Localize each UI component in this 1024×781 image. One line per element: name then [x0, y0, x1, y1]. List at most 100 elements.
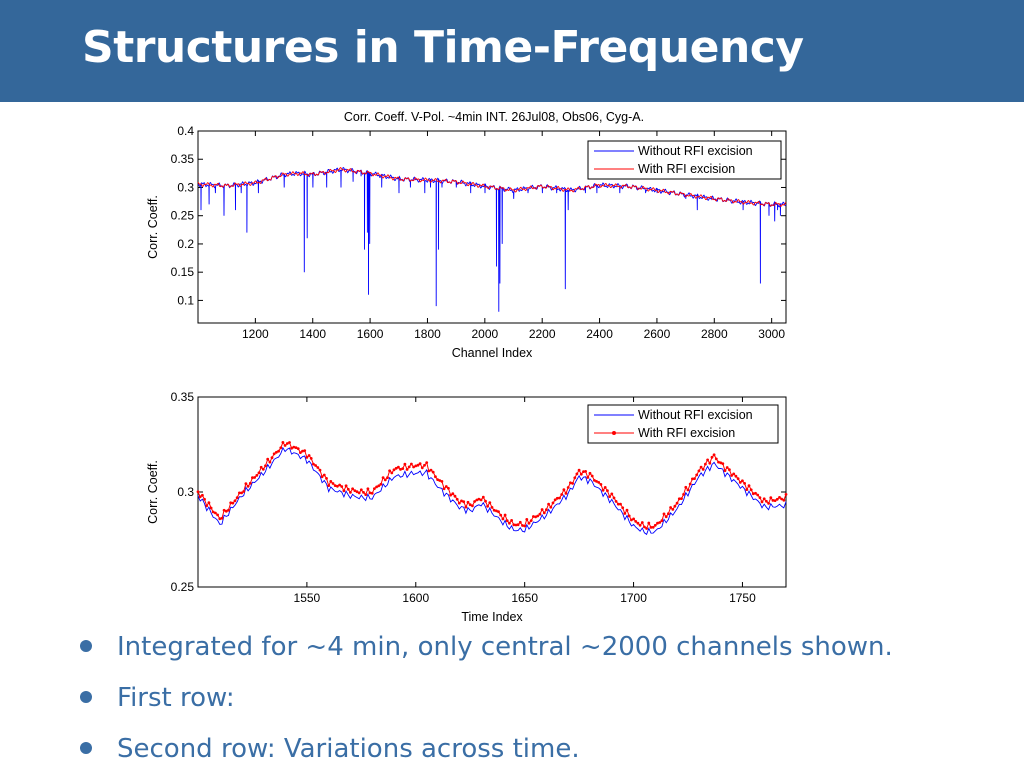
series-with-rfi-excision-marker: [734, 474, 738, 478]
series-with-rfi-excision-marker: [743, 482, 746, 485]
series-with-rfi-excision-marker: [677, 497, 681, 501]
series-with-rfi-excision-marker: [510, 519, 513, 522]
series-with-rfi-excision-marker: [301, 449, 304, 453]
series-with-rfi-excision-marker: [290, 446, 293, 450]
title-bar: Structures in Time-Frequency: [0, 0, 1024, 102]
series-with-rfi-excision-marker: [253, 476, 256, 479]
series-with-rfi-excision-marker: [588, 471, 592, 475]
y-axis-label: Corr. Coeff.: [146, 460, 160, 524]
series-with-rfi-excision-marker: [769, 496, 773, 500]
series-with-rfi-excision-marker: [279, 446, 283, 450]
series-with-rfi-excision-marker: [632, 517, 635, 521]
series-with-rfi-excision-marker: [224, 509, 228, 513]
legend-box: [587, 404, 779, 444]
series-with-rfi-excision-marker: [771, 499, 775, 502]
series-with-rfi-excision-marker: [564, 492, 568, 495]
series-with-rfi-excision-marker: [333, 484, 337, 487]
series-with-rfi-excision-marker: [338, 483, 341, 487]
x-tick-label: 1200: [242, 327, 269, 341]
series-with-rfi-excision-marker: [582, 470, 585, 473]
series-with-rfi-excision-marker: [251, 476, 254, 480]
bullet-text: Second row: Variations across time.: [117, 734, 580, 764]
series-with-rfi-excision-marker: [375, 485, 378, 489]
series-with-rfi-excision-marker: [784, 493, 788, 496]
series-with-rfi-excision-marker: [645, 527, 648, 530]
series-with-rfi-excision-marker: [473, 500, 476, 503]
series-with-rfi-excision-marker: [381, 476, 385, 479]
series-with-rfi-excision-marker: [625, 508, 629, 512]
series-with-rfi-excision-marker: [595, 480, 598, 483]
series-with-rfi-excision-marker: [292, 445, 296, 449]
series-with-rfi-excision-marker: [527, 521, 531, 525]
series-with-rfi-excision-marker: [296, 447, 300, 450]
series-with-rfi-excision-marker: [359, 488, 363, 492]
series-with-rfi-excision-marker: [288, 441, 291, 444]
series-with-rfi-excision-marker: [555, 496, 559, 500]
series-with-rfi-excision-marker: [205, 504, 209, 508]
series-with-rfi-excision-marker: [584, 470, 587, 473]
series-with-rfi-excision-marker: [499, 513, 503, 517]
series-with-rfi-excision-marker: [721, 462, 725, 465]
series-with-rfi-excision-marker: [270, 456, 274, 460]
series-with-rfi-excision-marker: [388, 469, 391, 473]
y-axis-label: Corr. Coeff.: [146, 195, 160, 259]
series-with-rfi-excision-marker: [540, 508, 544, 511]
series-with-rfi-excision-marker: [394, 466, 398, 470]
series-with-rfi-excision-marker: [658, 521, 662, 524]
series-with-rfi-excision-marker: [577, 468, 581, 472]
series-with-rfi-excision-marker: [211, 510, 215, 514]
series-with-rfi-excision-marker: [558, 496, 561, 500]
series-with-rfi-excision-marker: [730, 474, 733, 477]
series-with-rfi-excision-marker: [534, 515, 537, 519]
bullet-text: First row:: [117, 683, 235, 713]
series-with-rfi-excision-marker: [612, 496, 616, 500]
series-with-rfi-excision-marker: [235, 496, 239, 499]
series-with-rfi-excision-marker: [695, 473, 699, 477]
series-with-rfi-excision-marker: [481, 495, 485, 499]
series-with-rfi-excision-marker: [571, 482, 574, 485]
series-with-rfi-excision-marker: [717, 460, 720, 464]
series-with-rfi-excision-marker: [701, 468, 705, 471]
series-with-rfi-excision-marker: [691, 477, 694, 481]
x-tick-label: 2200: [529, 327, 556, 341]
series-with-rfi-excision-marker: [773, 499, 777, 502]
bullet-item: Second row: Variations across time.: [78, 730, 893, 781]
series-with-rfi-excision-marker: [599, 483, 603, 486]
series-with-rfi-excision-marker: [449, 493, 452, 497]
series-with-rfi-excision-marker: [207, 501, 211, 505]
series-with-rfi-excision-marker: [272, 452, 276, 456]
series-with-rfi-excision-marker: [560, 493, 564, 496]
x-tick-label: 1600: [357, 327, 384, 341]
series-with-rfi-excision-marker: [603, 486, 607, 489]
series-with-rfi-excision-marker: [259, 465, 263, 469]
series-with-rfi-excision-marker: [636, 521, 640, 525]
series-with-rfi-excision-marker: [754, 491, 757, 495]
y-tick-label: 0.4: [177, 124, 194, 138]
series-with-rfi-excision-marker: [431, 470, 435, 474]
series-with-rfi-excision-marker: [357, 491, 361, 495]
series-with-rfi-excision-marker: [477, 497, 481, 501]
series-with-rfi-excision-marker: [455, 497, 459, 501]
series-with-rfi-excision-marker: [266, 457, 270, 461]
series-with-rfi-excision-marker: [444, 485, 448, 488]
series-with-rfi-excision-marker: [242, 490, 246, 493]
bullet-dot-icon: [80, 640, 92, 652]
series-with-rfi-excision-marker: [379, 482, 383, 486]
series-with-rfi-excision-marker: [662, 512, 666, 516]
series-with-rfi-excision-marker: [569, 481, 572, 485]
series-with-rfi-excision-marker: [590, 474, 594, 478]
bullet-list: Integrated for ~4 min, only central ~200…: [78, 628, 893, 781]
series-with-rfi-excision-marker: [322, 473, 326, 477]
series-with-rfi-excision-marker: [505, 519, 509, 523]
series-with-rfi-excision-marker: [532, 515, 535, 518]
series-with-rfi-excision-marker: [741, 479, 744, 483]
series-with-rfi-excision-marker: [542, 511, 546, 515]
series-with-rfi-excision-marker: [756, 493, 760, 497]
series-with-rfi-excision-marker: [203, 497, 206, 501]
series-with-rfi-excision-marker: [762, 497, 766, 501]
series-with-rfi-excision-marker: [619, 502, 622, 506]
series-with-rfi-excision-marker: [425, 461, 429, 464]
series-with-rfi-excision-marker: [521, 524, 524, 527]
series-with-rfi-excision-marker: [329, 480, 333, 483]
series-with-rfi-excision-marker: [630, 518, 633, 522]
